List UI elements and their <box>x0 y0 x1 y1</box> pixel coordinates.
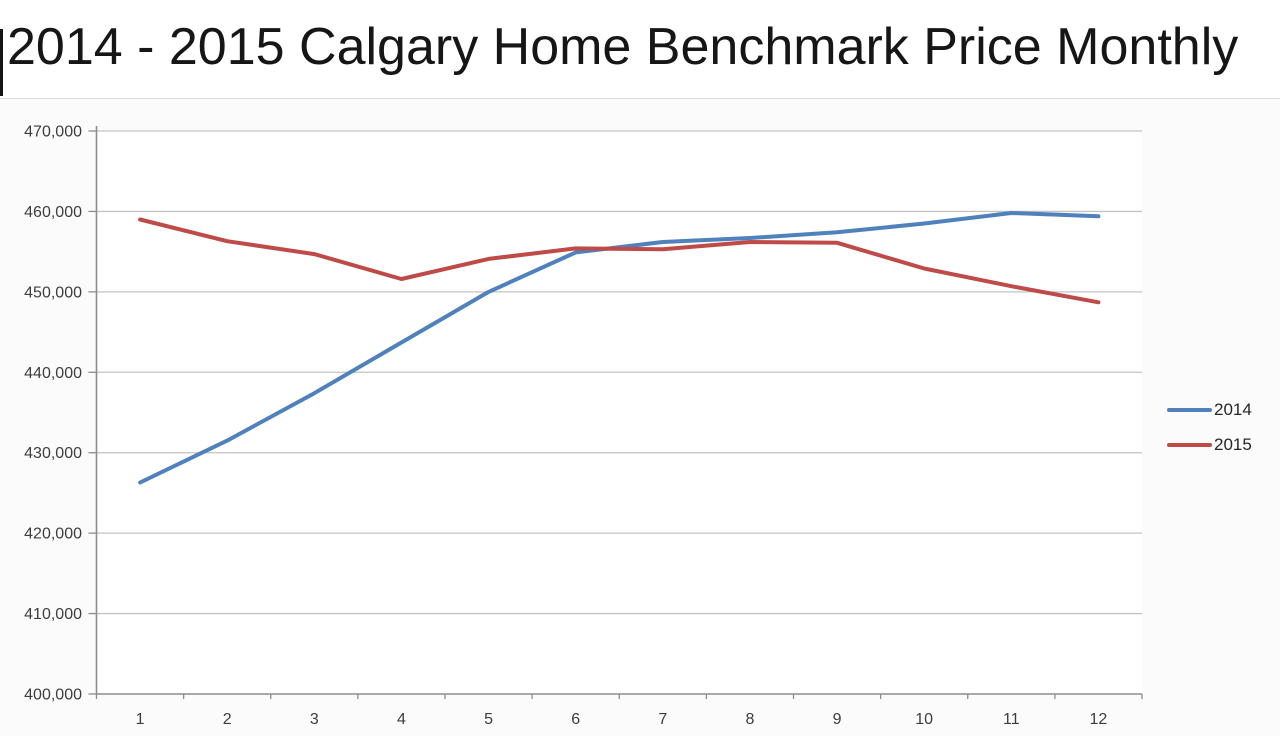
y-tick-label: 400,000 <box>24 687 82 704</box>
x-tick-label: 7 <box>658 711 667 728</box>
x-tick-label: 5 <box>484 711 493 728</box>
series-line-2015 <box>138 217 1101 305</box>
legend-item-2014: 2014 <box>1167 399 1252 420</box>
y-tick-label: 450,000 <box>24 284 82 301</box>
legend-label-2014: 2014 <box>1214 399 1252 419</box>
x-tick-label: 1 <box>136 711 145 728</box>
y-tick-label: 470,000 <box>24 124 82 141</box>
y-tick-label: 420,000 <box>24 526 82 543</box>
legend: 2014 2015 <box>1167 399 1252 455</box>
chart-area: 400,000 410,000 420,000 430,000 440,000 450,0… <box>0 99 1280 736</box>
title-separator <box>0 98 1280 99</box>
plot-area <box>96 131 1142 694</box>
y-tick-label: 460,000 <box>24 204 82 221</box>
x-tick-label: 9 <box>833 711 842 728</box>
legend-label-2015: 2015 <box>1214 434 1252 454</box>
legend-swatch-2014 <box>1167 407 1212 412</box>
y-tick-label: 430,000 <box>24 445 82 462</box>
x-tick-label: 3 <box>310 711 319 728</box>
line-chart: 400,000 410,000 420,000 430,000 440,000 450,0… <box>24 124 1143 728</box>
legend-swatch-2015 <box>1167 442 1212 447</box>
x-tick-label: 11 <box>1003 711 1020 728</box>
x-tick-label: 4 <box>397 711 406 728</box>
page-title: 2014 - 2015 Calgary Home Benchmark Price… <box>7 18 1239 76</box>
x-tick-label: 8 <box>745 711 754 728</box>
legend-item-2015: 2015 <box>1167 434 1252 455</box>
x-tick-label: 10 <box>915 711 933 728</box>
x-tick-label: 2 <box>223 711 232 728</box>
x-tick-label: 6 <box>571 711 580 728</box>
window-edge-bar <box>0 29 3 96</box>
x-tick-label: 12 <box>1090 711 1108 728</box>
y-tick-label: 440,000 <box>24 365 82 382</box>
y-tick-label: 410,000 <box>24 606 82 623</box>
